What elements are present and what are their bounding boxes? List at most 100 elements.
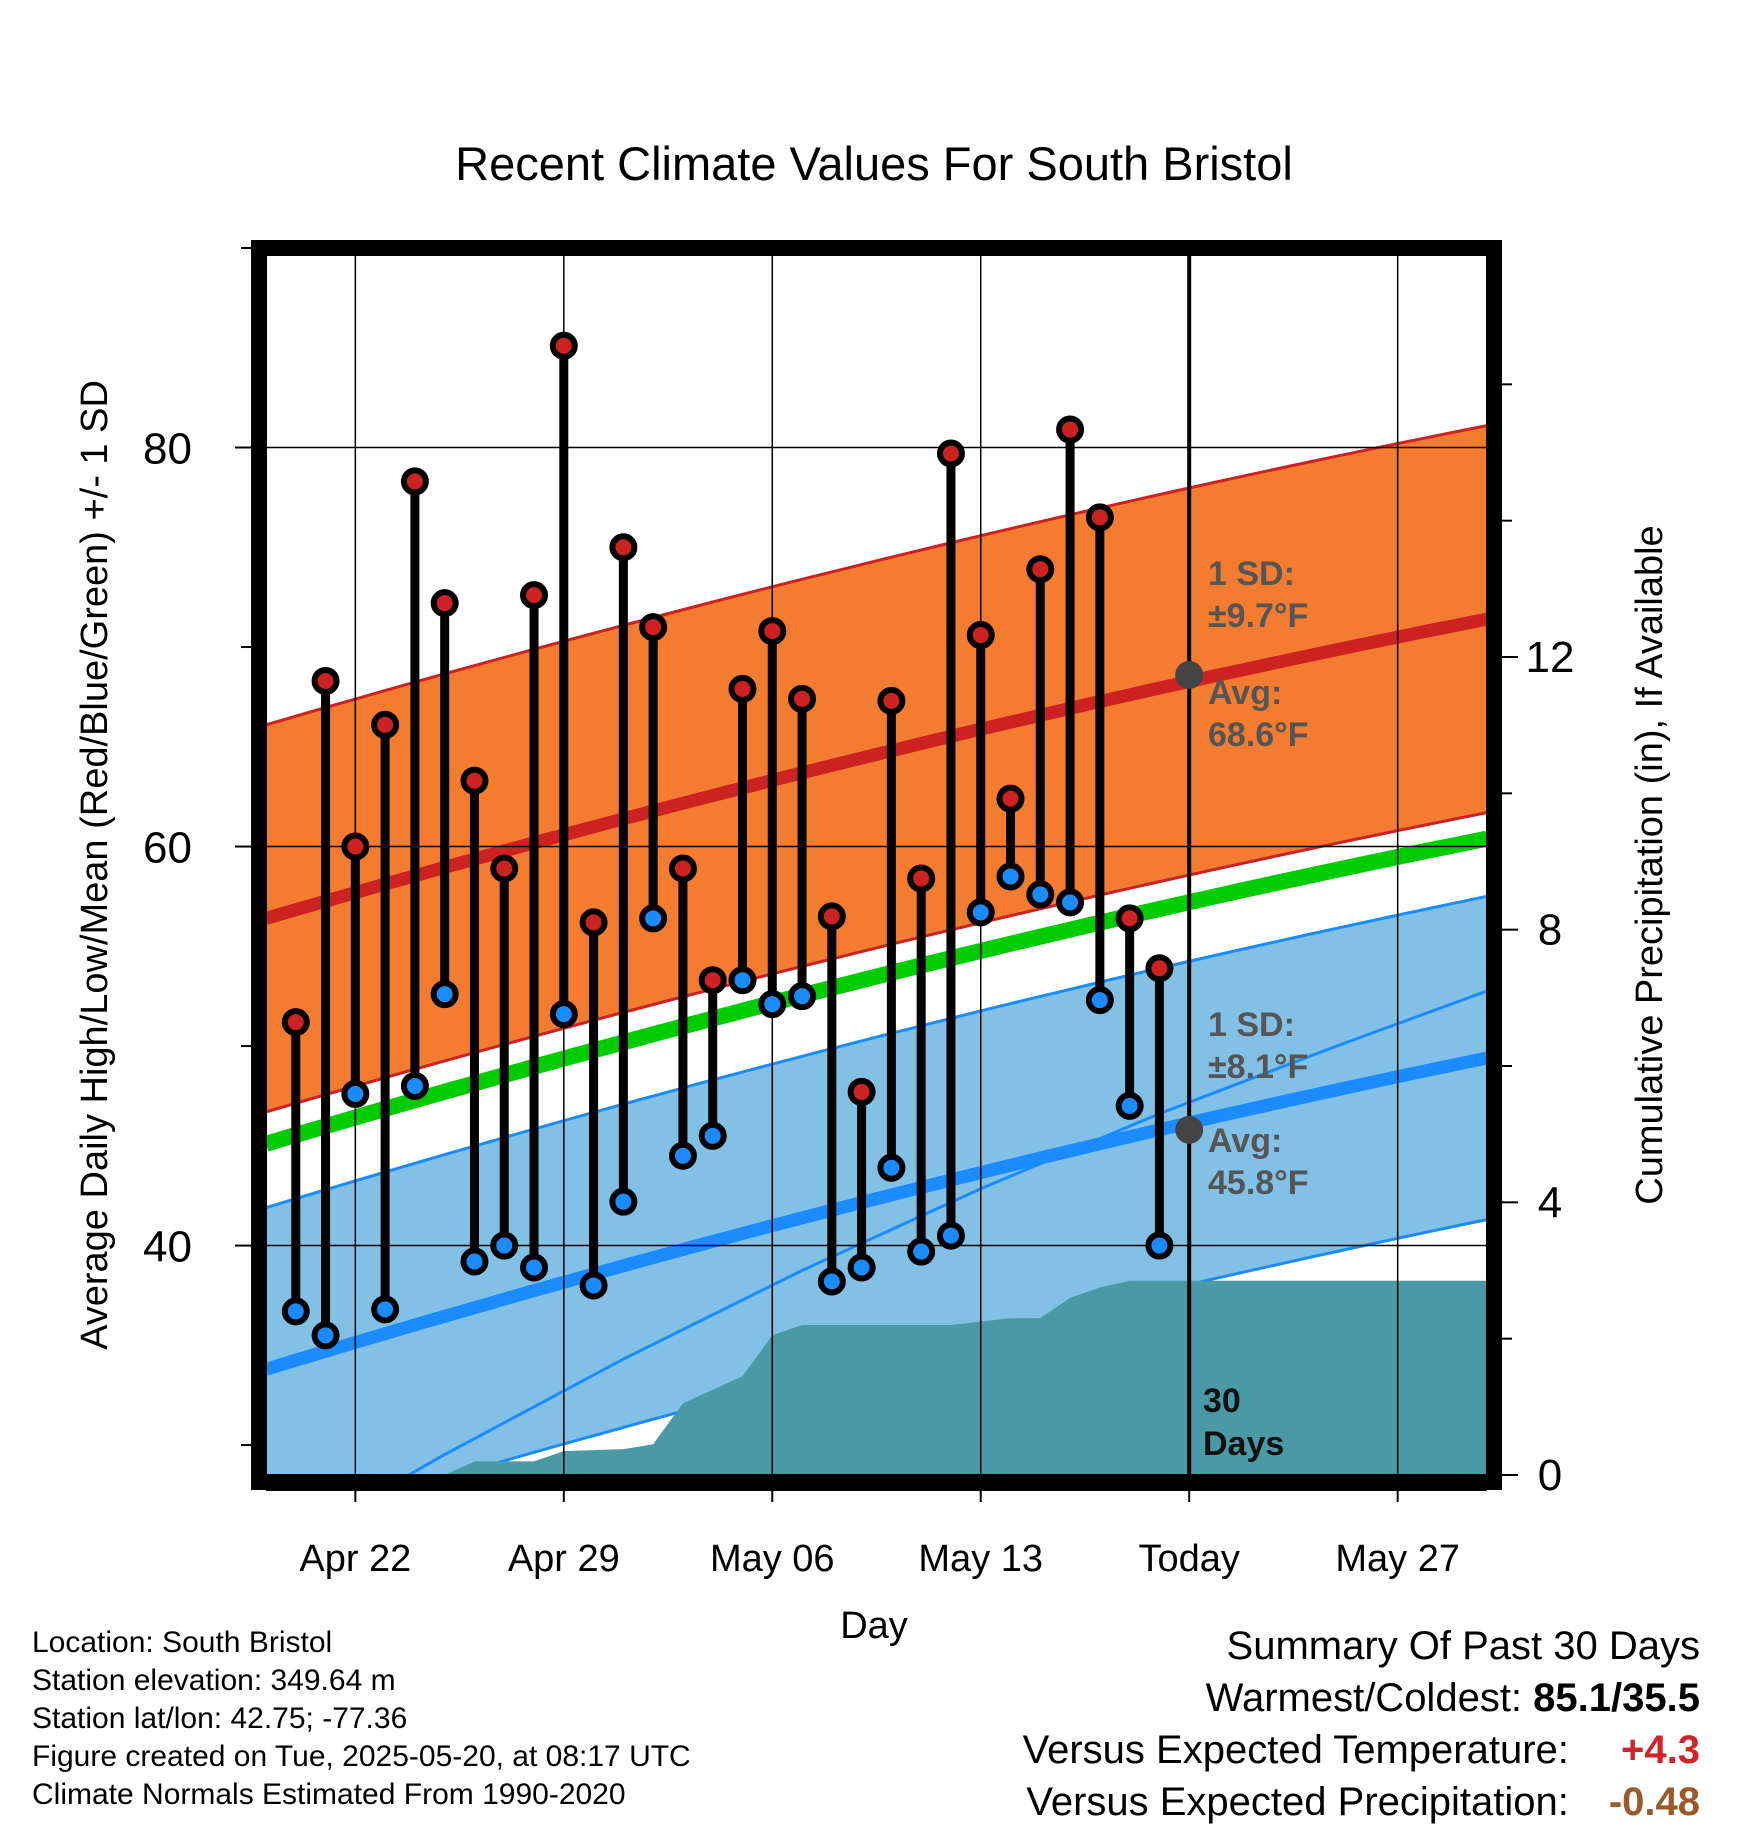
low-point <box>371 1295 400 1324</box>
x-tick-label: May 13 <box>918 1538 1043 1580</box>
summary-precip-label: Versus Expected Precipitation: <box>1026 1780 1569 1824</box>
high-point <box>400 467 429 496</box>
high-sd-value: ±9.7°F <box>1208 597 1308 635</box>
mean-normal-line <box>266 830 1487 1152</box>
high-point <box>728 674 757 703</box>
low-avg-value: 45.8°F <box>1208 1164 1309 1202</box>
low-point <box>1085 986 1114 1015</box>
low-avg-label: Avg: <box>1208 1122 1282 1160</box>
low-point <box>907 1237 936 1266</box>
period-count: 30 <box>1203 1382 1241 1420</box>
x-tick-label: May 06 <box>710 1538 835 1580</box>
high-point <box>817 902 846 931</box>
high-point <box>579 908 608 937</box>
high-point <box>1145 954 1174 983</box>
y2-axis-label: Cumulative Precipitation (in), If Availa… <box>1629 525 1671 1204</box>
low-point <box>460 1247 489 1276</box>
y2-tick-label: 12 <box>1526 633 1575 682</box>
low-point <box>549 1000 578 1029</box>
y-tick-label: 60 <box>143 824 192 873</box>
high-point <box>609 533 638 562</box>
high-point <box>936 439 965 468</box>
low-point <box>847 1253 876 1282</box>
low-point <box>817 1267 846 1296</box>
high-sd-label: 1 SD: <box>1208 555 1295 593</box>
high-point <box>639 613 668 642</box>
low-point <box>1145 1231 1174 1260</box>
low-point <box>281 1297 310 1326</box>
x-axis-label: Day <box>840 1605 908 1647</box>
high-point <box>281 1008 310 1037</box>
y2-tick-label: 0 <box>1538 1451 1562 1500</box>
high-point <box>907 864 936 893</box>
summary-temp-label: Versus Expected Temperature: <box>1022 1728 1569 1772</box>
high-point <box>877 686 906 715</box>
info-normals: Climate Normals Estimated From 1990-2020 <box>32 1778 626 1811</box>
summary-warm-row: Warmest/Coldest: 85.1/35.5 <box>1023 1672 1700 1724</box>
x-tick-label: May 27 <box>1335 1538 1460 1580</box>
y-tick-label: 80 <box>143 425 192 474</box>
summary-warm-label: Warmest/Coldest: <box>1205 1676 1523 1720</box>
low-point <box>1026 880 1055 909</box>
high-sd-band <box>266 425 1487 1112</box>
low-sd-value: ±8.1°F <box>1208 1048 1308 1086</box>
high-avg-label: Avg: <box>1208 674 1282 712</box>
high-point <box>966 621 995 650</box>
plot-area <box>266 424 1487 1475</box>
high-point <box>341 832 370 861</box>
low-point <box>877 1153 906 1182</box>
plot-frame <box>251 240 1502 1490</box>
low-normal-line <box>266 1051 1487 1376</box>
low-point <box>936 1221 965 1250</box>
high-point <box>1026 555 1055 584</box>
low-point <box>1115 1091 1144 1120</box>
low-point <box>341 1079 370 1108</box>
low-sd-upper-line <box>266 894 1487 1210</box>
high-point <box>490 854 519 883</box>
high-point <box>1085 503 1114 532</box>
y-tick-label: 40 <box>143 1223 192 1272</box>
info-latlon: Station lat/lon: 42.75; -77.36 <box>32 1702 408 1735</box>
low-point <box>996 862 1025 891</box>
summary-precip-row: Versus Expected Precipitation: -0.48 <box>1023 1776 1700 1828</box>
low-point <box>579 1271 608 1300</box>
high-point <box>460 766 489 795</box>
x-tick-label: Today <box>1138 1538 1239 1580</box>
info-elevation: Station elevation: 349.64 m <box>32 1664 396 1697</box>
low-point <box>1056 888 1085 917</box>
low-point <box>698 1121 727 1150</box>
series-layer <box>281 248 1204 1475</box>
summary-panel: Summary Of Past 30 Days Warmest/Coldest:… <box>1023 1620 1700 1828</box>
low-point <box>490 1231 519 1260</box>
high-point <box>311 666 340 695</box>
period-unit: Days <box>1203 1425 1284 1463</box>
low-point <box>966 898 995 927</box>
high-point <box>788 684 817 713</box>
low-point <box>520 1253 549 1282</box>
station-info: Location: South Bristol Station elevatio… <box>32 1624 691 1814</box>
y-axis-label: Average Daily High/Low/Mean (Red/Blue/Gr… <box>74 380 116 1350</box>
low-point <box>609 1187 638 1216</box>
high-point <box>668 854 697 883</box>
summary-temp-value: +4.3 <box>1621 1728 1700 1772</box>
y2-tick-label: 8 <box>1538 906 1562 955</box>
high-point <box>1056 415 1085 444</box>
low-point <box>758 990 787 1019</box>
high-point <box>698 966 727 995</box>
high-avg-point <box>1175 660 1204 689</box>
high-sd-lower-line <box>266 811 1487 1114</box>
low-point <box>400 1071 429 1100</box>
low-avg-point <box>1175 1115 1204 1144</box>
high-point <box>371 710 400 739</box>
precip-normal-line <box>405 989 1487 1475</box>
summary-warm-value: 85.1/35.5 <box>1533 1676 1700 1720</box>
high-normal-line <box>266 612 1487 925</box>
low-sd-label: 1 SD: <box>1208 1006 1295 1044</box>
y2-tick-label: 4 <box>1538 1178 1562 1227</box>
x-tick-label: Apr 22 <box>299 1538 411 1580</box>
high-point <box>996 784 1025 813</box>
x-tick-label: Apr 29 <box>508 1538 620 1580</box>
high-point <box>758 617 787 646</box>
high-point <box>1115 904 1144 933</box>
